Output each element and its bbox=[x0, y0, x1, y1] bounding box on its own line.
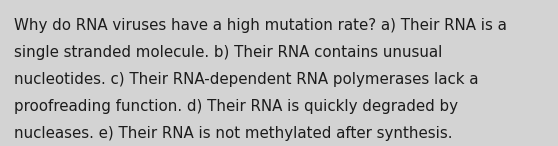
Text: Why do RNA viruses have a high mutation rate? a) Their RNA is a: Why do RNA viruses have a high mutation … bbox=[14, 18, 507, 33]
Text: nucleases. e) Their RNA is not methylated after synthesis.: nucleases. e) Their RNA is not methylate… bbox=[14, 126, 453, 141]
Text: single stranded molecule. b) Their RNA contains unusual: single stranded molecule. b) Their RNA c… bbox=[14, 45, 442, 60]
Text: proofreading function. d) Their RNA is quickly degraded by: proofreading function. d) Their RNA is q… bbox=[14, 99, 458, 114]
Text: nucleotides. c) Their RNA-dependent RNA polymerases lack a: nucleotides. c) Their RNA-dependent RNA … bbox=[14, 72, 478, 87]
